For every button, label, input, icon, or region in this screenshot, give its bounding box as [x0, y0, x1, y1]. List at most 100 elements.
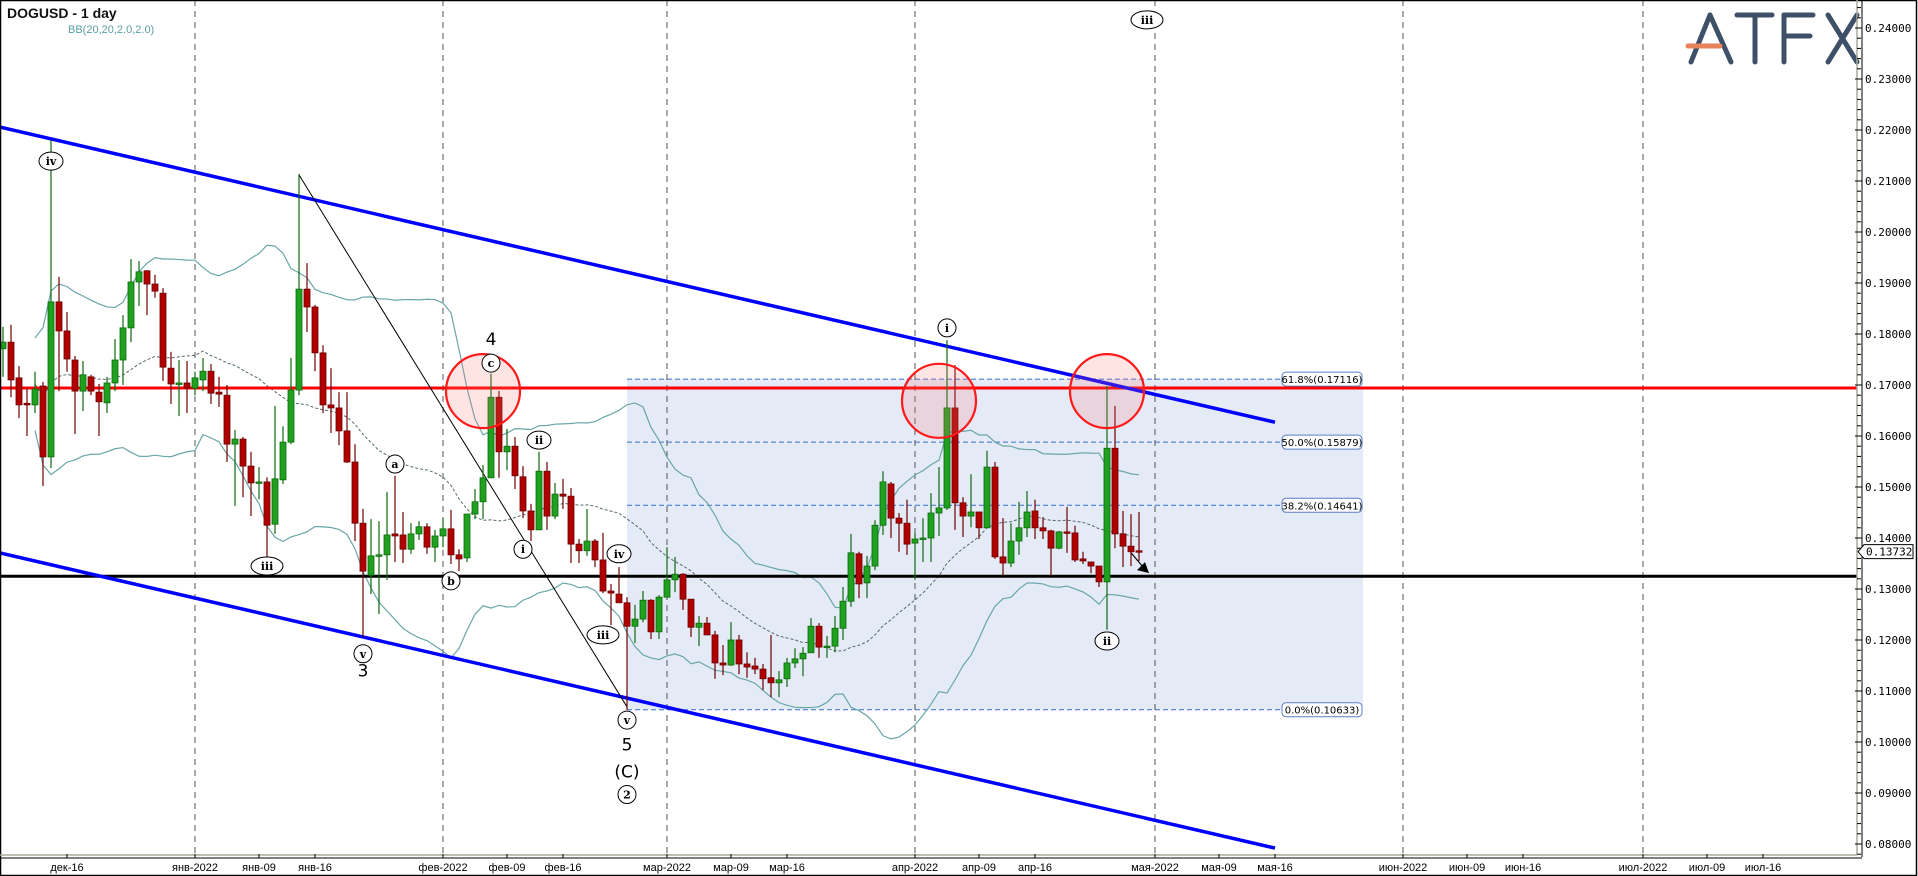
candle — [535, 451, 543, 531]
candle-body — [127, 281, 135, 329]
fib-label-box — [1281, 497, 1363, 513]
wave-label: b — [441, 571, 461, 591]
candle-body — [895, 517, 903, 524]
candle — [711, 630, 719, 679]
candle-body — [559, 493, 567, 497]
candle-body — [1063, 531, 1071, 534]
candle-body — [183, 382, 191, 389]
candle-body — [223, 394, 231, 445]
wave-label-text: 4 — [486, 330, 497, 350]
candle — [831, 616, 839, 653]
candle — [287, 357, 295, 445]
candle-body — [991, 466, 999, 558]
candle — [1015, 501, 1023, 555]
bb-middle-band — [34, 350, 1140, 652]
wave-label-text: c — [488, 357, 495, 370]
candle-body — [799, 652, 807, 660]
candle-body — [807, 625, 815, 654]
candle-body — [575, 543, 583, 552]
candle-body — [71, 359, 79, 392]
wave-label: i — [937, 318, 957, 338]
candles — [0, 140, 1143, 710]
candle-body — [823, 645, 831, 649]
wave-label-text: iii — [597, 629, 610, 642]
fib-label-box — [1281, 702, 1363, 718]
current-price-tag — [1857, 544, 1914, 560]
candle — [103, 376, 111, 414]
candle-body — [887, 483, 895, 519]
candle-body — [327, 404, 335, 409]
candle-body — [519, 476, 527, 512]
candle-body — [231, 438, 239, 445]
candle — [671, 556, 679, 593]
candle — [879, 471, 887, 535]
y-tick-label: 0.22000 — [1865, 124, 1911, 137]
candle-body — [0, 341, 7, 350]
wave-label-text: v — [359, 648, 367, 661]
candle-body — [767, 677, 775, 684]
candle-body — [879, 481, 887, 526]
candle — [567, 488, 575, 563]
candle-body — [103, 382, 111, 404]
wave-label-circle — [353, 644, 373, 664]
candle-body — [255, 481, 263, 484]
y-tick-label: 0.23000 — [1865, 73, 1911, 86]
candle-body — [151, 283, 159, 292]
candle-body — [47, 301, 55, 458]
candle — [791, 648, 799, 669]
candle-body — [1031, 510, 1039, 529]
wave-label-circle — [617, 710, 637, 730]
candle-body — [943, 407, 951, 509]
candle — [799, 647, 807, 677]
candle-body — [399, 534, 407, 550]
wave-label-circle — [1130, 10, 1164, 30]
candle-body — [759, 668, 767, 680]
candle-body — [999, 556, 1007, 564]
candle-body — [303, 288, 311, 308]
candle-body — [863, 565, 871, 584]
candle-body — [463, 513, 471, 559]
wave-label-text: i — [521, 543, 525, 556]
candle-body — [1055, 531, 1063, 549]
candle — [967, 474, 975, 528]
candle — [151, 274, 159, 298]
wave-label-text: b — [447, 575, 455, 588]
candle — [1055, 530, 1063, 550]
y-tick-label: 0.11000 — [1865, 685, 1911, 698]
wave-label-text: iv — [614, 548, 625, 561]
candle-body — [23, 402, 31, 406]
wave-label: iii — [250, 556, 284, 576]
x-tick-label: фев-16 — [545, 862, 582, 874]
candle-body — [903, 522, 911, 545]
candle — [55, 276, 63, 392]
candle-body — [199, 370, 207, 381]
candle-body — [1071, 532, 1079, 561]
fib-level-label: 61.8%(0.17116) — [1282, 375, 1363, 386]
candle-body — [367, 555, 375, 576]
highlight-circle — [444, 353, 522, 430]
candle-body — [1087, 561, 1095, 567]
wave-label: i — [513, 539, 533, 559]
candle-body — [1023, 511, 1031, 529]
candle-body — [607, 590, 615, 594]
x-tick-label: янв-16 — [298, 862, 332, 874]
candle — [511, 437, 519, 490]
candle-body — [471, 501, 479, 515]
candle — [447, 509, 455, 565]
candle — [551, 482, 559, 520]
candle-body — [7, 341, 15, 381]
candle-body — [383, 534, 391, 556]
candle — [543, 462, 551, 530]
candle — [399, 511, 407, 563]
candle — [279, 426, 287, 484]
candle — [319, 345, 327, 414]
candle-body — [271, 478, 279, 525]
wave-label: 4 — [486, 330, 497, 350]
wave-label-circle — [385, 454, 405, 474]
candle — [87, 374, 95, 396]
candle-body — [39, 385, 47, 458]
candle-body — [727, 639, 735, 666]
candle — [1047, 529, 1055, 576]
highlight-circle — [1068, 353, 1146, 430]
